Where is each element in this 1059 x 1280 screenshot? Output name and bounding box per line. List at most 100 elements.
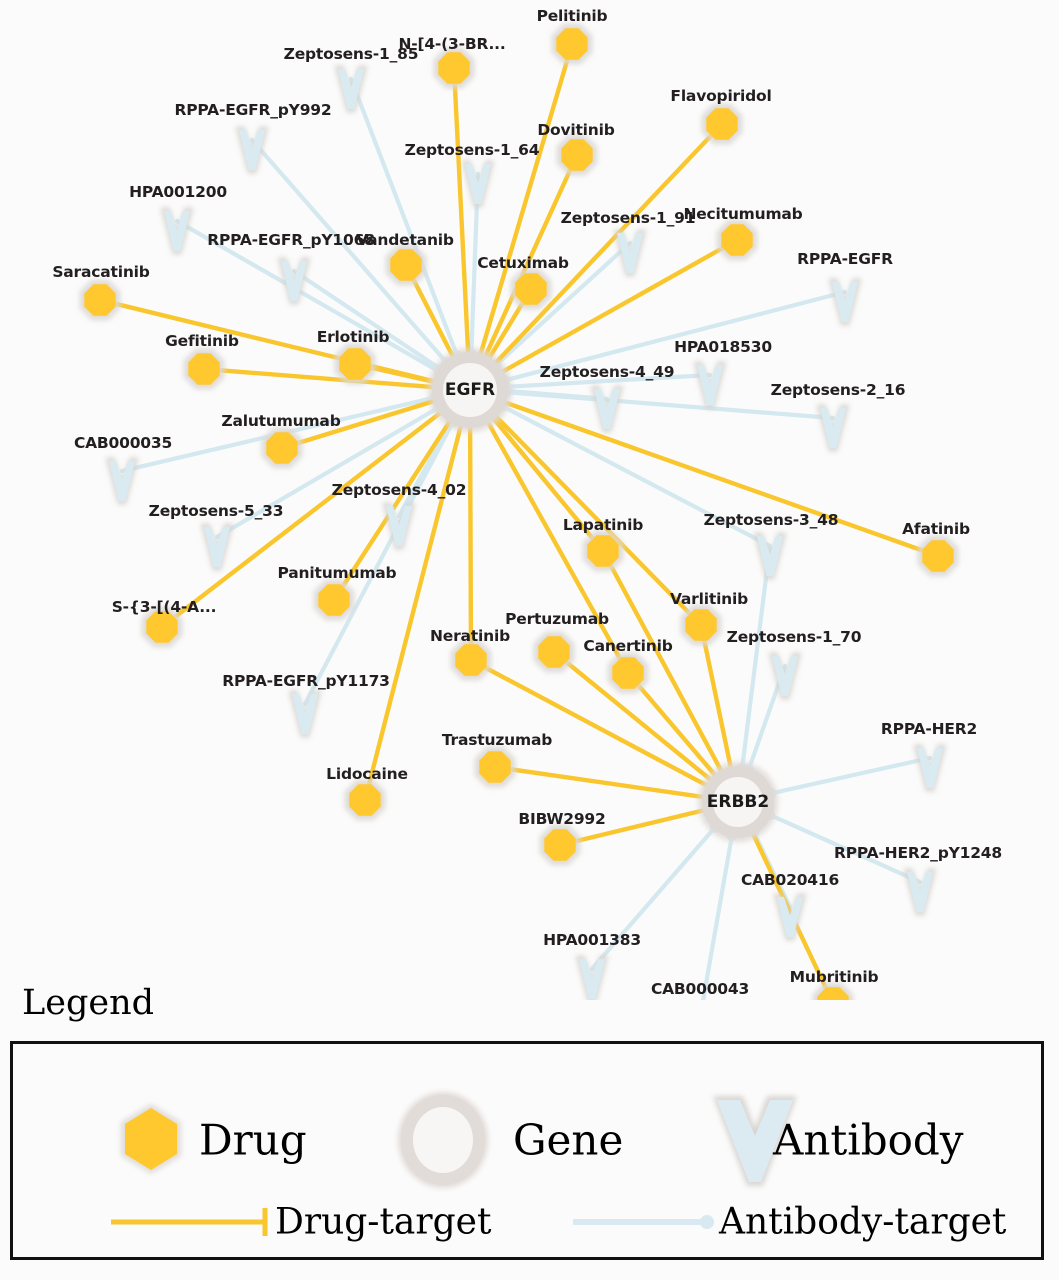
antibody-node[interactable] bbox=[613, 229, 647, 277]
drug-target-edge[interactable] bbox=[362, 420, 464, 803]
drug-node-label: BIBW2992 bbox=[518, 810, 606, 828]
antibody-node[interactable] bbox=[288, 690, 322, 738]
antibody-target-edge[interactable] bbox=[589, 825, 718, 972]
antibody-node[interactable] bbox=[773, 893, 807, 941]
antibody-node[interactable] bbox=[200, 523, 234, 571]
antibody-node[interactable] bbox=[277, 257, 311, 305]
antibody-node[interactable] bbox=[461, 160, 495, 208]
drug-node-label: Varlitinib bbox=[669, 590, 749, 608]
antibody-target-edge[interactable] bbox=[174, 218, 442, 374]
drug-node-label: Pertuzumab bbox=[505, 610, 609, 628]
drug-node[interactable] bbox=[607, 652, 649, 694]
nodes-layer[interactable] bbox=[79, 23, 959, 1000]
drug-node-label: Erlotinib bbox=[316, 328, 390, 346]
drug-node[interactable] bbox=[313, 579, 355, 621]
drug-target-edge[interactable] bbox=[279, 397, 440, 451]
antibody-node[interactable] bbox=[913, 744, 947, 792]
legend-edge-label-drug-target: Drug-target bbox=[275, 1201, 492, 1243]
drug-node[interactable] bbox=[450, 639, 492, 681]
antibody-node-label: HPA001200 bbox=[129, 183, 227, 201]
antibody-node[interactable] bbox=[382, 502, 416, 550]
drug-target-edge[interactable] bbox=[499, 399, 941, 559]
antibody-node[interactable] bbox=[334, 65, 368, 113]
antibody-node[interactable] bbox=[235, 126, 269, 174]
legend-shape-label-drug: Drug bbox=[199, 1115, 307, 1165]
antibody-target-edge[interactable] bbox=[740, 543, 773, 771]
drug-target-edge[interactable] bbox=[477, 41, 575, 360]
drug-target-edge[interactable] bbox=[497, 237, 740, 376]
drug-node[interactable] bbox=[533, 631, 575, 673]
drug-target-edge[interactable] bbox=[491, 121, 725, 368]
drug-target-edge[interactable] bbox=[492, 764, 709, 800]
antibody-target-edge[interactable] bbox=[502, 289, 848, 383]
drug-node[interactable] bbox=[474, 746, 516, 788]
antibody-node[interactable] bbox=[590, 385, 624, 433]
antibody-target-edge[interactable] bbox=[493, 240, 633, 368]
drug-node[interactable] bbox=[556, 134, 598, 176]
drug-node[interactable] bbox=[812, 982, 854, 1000]
drug-target-edge[interactable] bbox=[468, 657, 712, 790]
drug-node[interactable] bbox=[141, 606, 183, 648]
drug-node[interactable] bbox=[539, 824, 581, 866]
antibody-node[interactable] bbox=[753, 532, 787, 580]
drug-node[interactable] bbox=[79, 279, 121, 321]
drug-node-label: Gefitinib bbox=[165, 332, 239, 350]
drug-node[interactable] bbox=[716, 219, 758, 261]
antibody-target-edge[interactable] bbox=[503, 372, 713, 389]
drug-node[interactable] bbox=[334, 343, 376, 385]
drug-node-label: Neratinib bbox=[430, 627, 510, 645]
network-graph-canvas[interactable] bbox=[0, 0, 1059, 1000]
antibody-node[interactable] bbox=[693, 361, 727, 409]
drug-target-edge[interactable] bbox=[201, 366, 439, 390]
antibody-node-label: CAB000043 bbox=[650, 980, 750, 998]
drug-target-edge[interactable] bbox=[467, 421, 474, 663]
legend-shape-label-antibody: Antibody bbox=[773, 1115, 964, 1165]
drug-target-edge[interactable] bbox=[484, 417, 631, 676]
antibody-target-edge[interactable] bbox=[348, 76, 460, 359]
drug-node[interactable] bbox=[680, 604, 722, 646]
drug-node[interactable] bbox=[510, 268, 552, 310]
drug-target-edge[interactable] bbox=[625, 670, 720, 780]
drug-target-edge[interactable] bbox=[551, 649, 716, 784]
antibody-node[interactable] bbox=[768, 652, 802, 700]
antibody-node-label: RPPA-HER2_pY1248 bbox=[834, 844, 1002, 862]
antibody-target-edge[interactable] bbox=[700, 833, 735, 1000]
gene-node-egfr[interactable] bbox=[428, 348, 512, 432]
antibody-node[interactable] bbox=[816, 404, 850, 452]
antibody-target-edge[interactable] bbox=[503, 390, 836, 421]
drug-target-edge[interactable] bbox=[159, 408, 446, 630]
drug-target-edge[interactable] bbox=[698, 622, 734, 773]
antibody-target-edge[interactable] bbox=[302, 419, 456, 707]
drug-target-edge[interactable] bbox=[451, 65, 471, 359]
antibody-node-label: Zeptosens-1_64 bbox=[404, 141, 540, 159]
antibody-node[interactable] bbox=[828, 278, 862, 326]
antibody-target-edge[interactable] bbox=[291, 268, 443, 372]
antibody-node[interactable] bbox=[160, 207, 194, 255]
drug-node[interactable] bbox=[433, 47, 475, 89]
drug-node[interactable] bbox=[582, 530, 624, 572]
drug-node[interactable] bbox=[261, 427, 303, 469]
antibody-target-edge[interactable] bbox=[249, 137, 449, 365]
drug-node[interactable] bbox=[385, 244, 427, 286]
drug-target-edge[interactable] bbox=[489, 414, 606, 554]
antibody-target-edge[interactable] bbox=[214, 405, 441, 540]
drug-node[interactable] bbox=[701, 103, 743, 145]
antibody-target-edge[interactable] bbox=[768, 755, 933, 796]
drug-target-edge[interactable] bbox=[491, 412, 704, 628]
gene-node-erbb2[interactable] bbox=[698, 762, 778, 842]
antibody-target-edge[interactable] bbox=[767, 812, 923, 885]
drug-target-edge[interactable] bbox=[557, 807, 710, 848]
antibody-node[interactable] bbox=[575, 955, 609, 1000]
antibody-node[interactable] bbox=[105, 457, 139, 505]
antibody-target-edge[interactable] bbox=[500, 403, 773, 549]
drug-target-edge[interactable] bbox=[481, 152, 580, 362]
antibody-node-label: Zeptosens-4_02 bbox=[331, 481, 467, 499]
antibody-node[interactable] bbox=[903, 868, 937, 916]
drug-node[interactable] bbox=[917, 535, 959, 577]
drug-node[interactable] bbox=[551, 23, 593, 65]
drug-target-edge[interactable] bbox=[600, 548, 726, 777]
drug-node[interactable] bbox=[344, 779, 386, 821]
drug-node[interactable] bbox=[183, 348, 225, 390]
legend-box: Drug Gene Antibody Drug-target Antibody-… bbox=[10, 1041, 1044, 1260]
